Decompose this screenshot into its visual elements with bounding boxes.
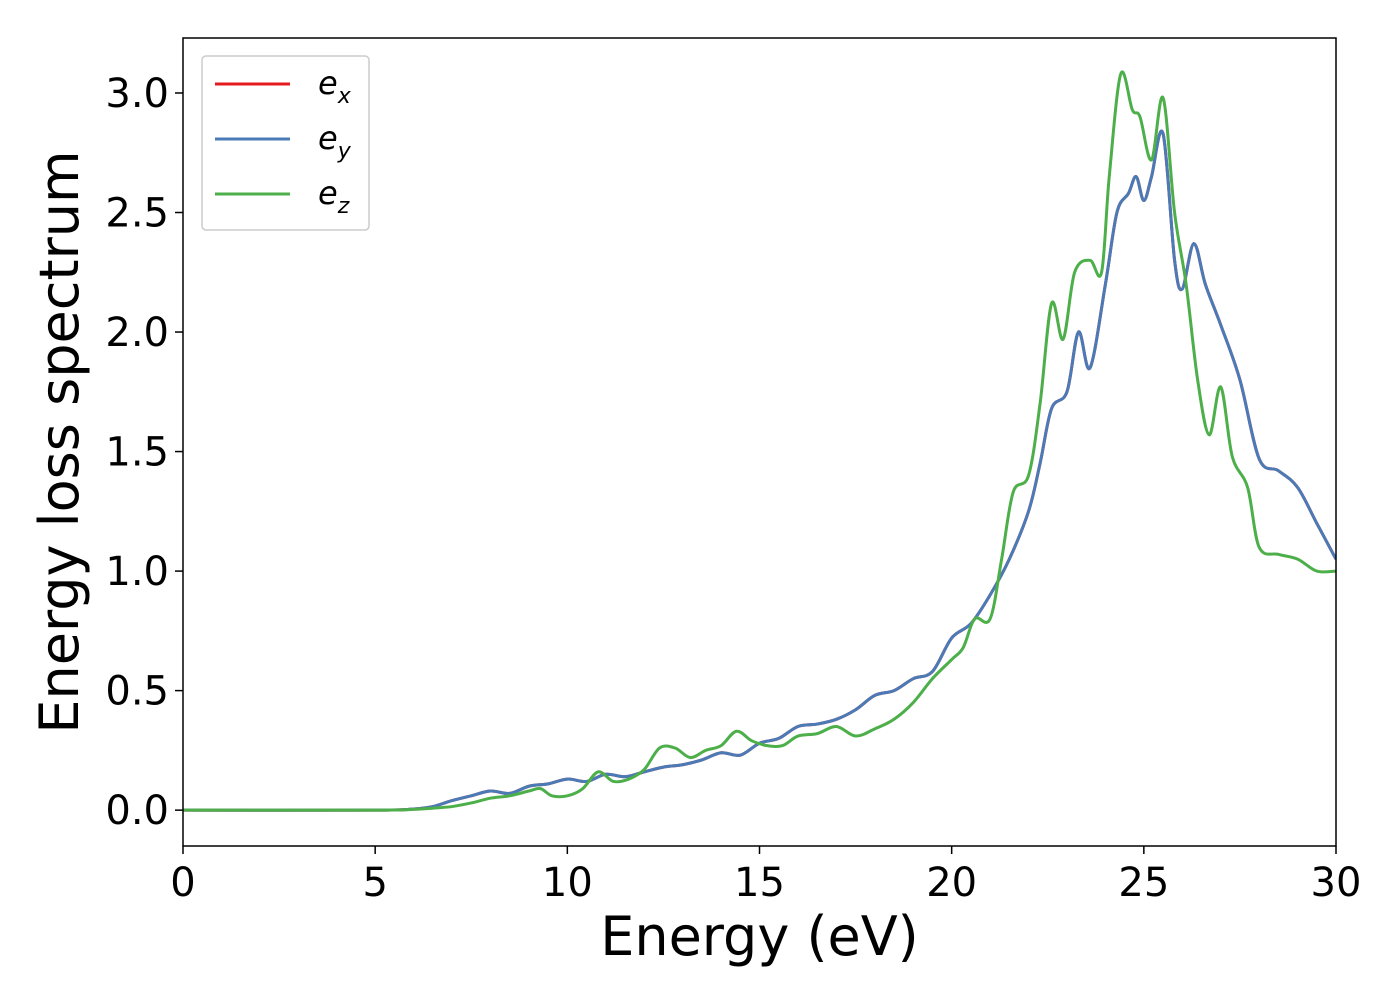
x-tick-label: 5 bbox=[362, 860, 387, 906]
y-tick-label: 0.0 bbox=[105, 788, 169, 834]
y-tick-label: 3.0 bbox=[105, 71, 169, 117]
y-tick-label: 0.5 bbox=[105, 669, 169, 715]
x-tick-label: 10 bbox=[542, 860, 593, 906]
y-tick-label: 1.0 bbox=[105, 549, 169, 595]
legend-label-ey: ey bbox=[318, 119, 352, 164]
series-line-ey bbox=[183, 129, 1336, 812]
y-tick-label: 2.0 bbox=[105, 310, 169, 356]
legend-box bbox=[201, 55, 370, 231]
x-tick-label: 15 bbox=[734, 860, 785, 906]
x-axis-title: Energy (eV) bbox=[600, 905, 919, 968]
series-line-ex bbox=[183, 129, 1336, 812]
y-axis-title: Energy loss spectrum bbox=[28, 150, 91, 733]
x-tick-label: 20 bbox=[926, 860, 977, 906]
x-tick-label: 30 bbox=[1311, 860, 1362, 906]
x-tick-label: 25 bbox=[1118, 860, 1169, 906]
x-tick-label: 0 bbox=[170, 860, 195, 906]
legend-label-ex: ex bbox=[318, 64, 352, 109]
y-tick-label: 2.5 bbox=[105, 191, 169, 237]
series-line-ez bbox=[183, 70, 1336, 812]
y-tick-label: 1.5 bbox=[105, 430, 169, 476]
